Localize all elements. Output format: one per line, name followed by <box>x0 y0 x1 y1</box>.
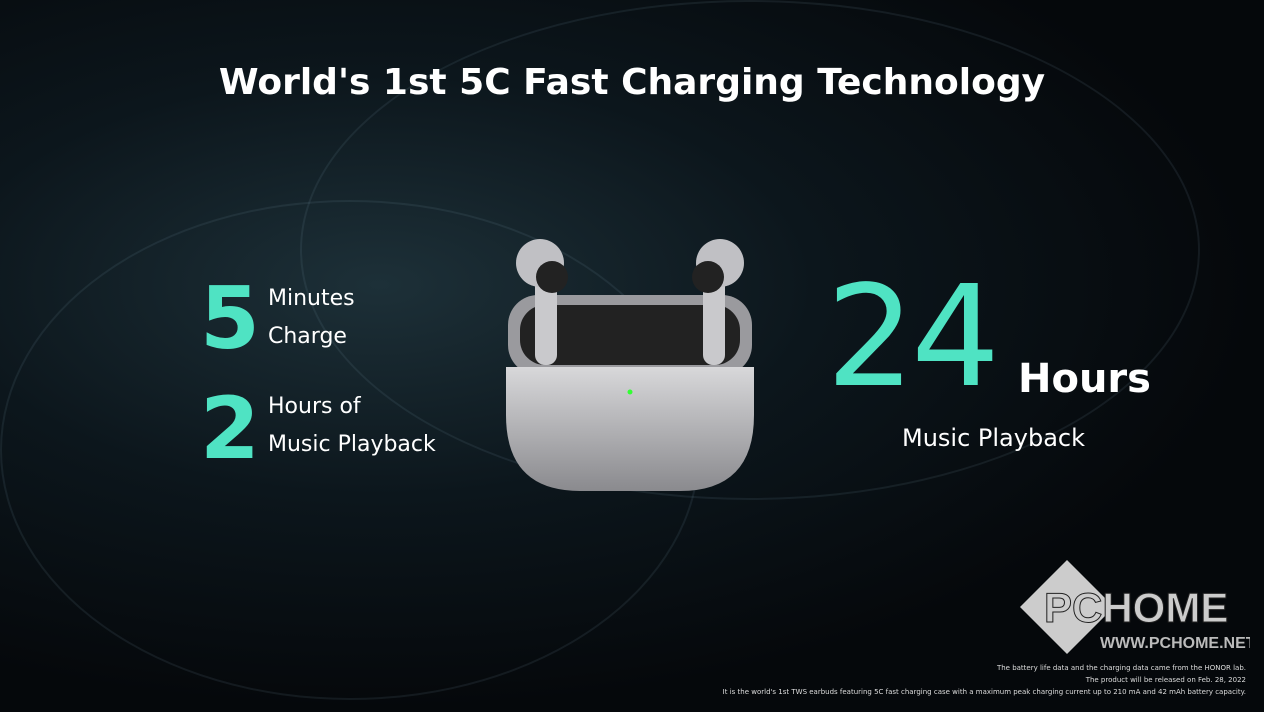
stat-2-line2: Music Playback <box>268 432 436 457</box>
footnote-1: The battery life data and the charging d… <box>996 664 1246 672</box>
stat-5-value: 5 <box>200 269 260 369</box>
footnote-2: The product will be released on Feb. 28,… <box>1085 676 1246 684</box>
hours-unit: Hours <box>1018 356 1151 402</box>
music-playback-caption: Music Playback <box>902 424 1085 452</box>
svg-text:PCHOME: PCHOME <box>1044 584 1228 631</box>
pchome-watermark-logo: PCHOME WWW.PCHOME.NET <box>1020 560 1250 654</box>
stat-2-value: 2 <box>200 379 260 479</box>
stat-5-line2: Charge <box>268 324 347 349</box>
footnote-3: It is the world's 1st TWS earbuds featur… <box>722 688 1246 696</box>
svg-text:WWW.PCHOME.NET: WWW.PCHOME.NET <box>1100 635 1250 652</box>
hours-24-value: 24 <box>826 256 1000 419</box>
slide-title: World's 1st 5C Fast Charging Technology <box>218 62 1046 103</box>
earbuds-product-image <box>506 239 754 491</box>
stat-2-line1: Hours of <box>268 394 361 419</box>
stat-5-line1: Minutes <box>268 286 355 311</box>
